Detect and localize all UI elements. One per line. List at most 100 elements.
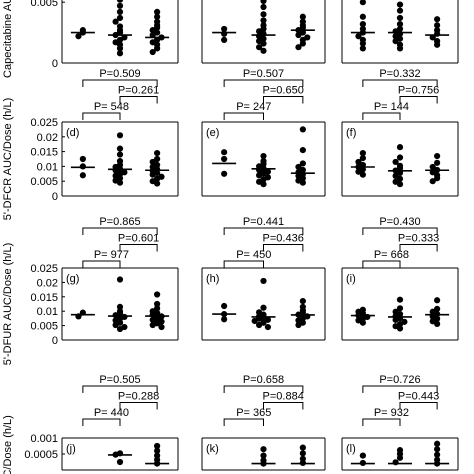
data-point (392, 316, 399, 323)
comparison-bracket (119, 402, 158, 410)
p-value-label: P=0.332 (379, 68, 420, 80)
data-point (116, 45, 124, 52)
comparison-bracket (362, 385, 438, 393)
data-point (355, 33, 362, 40)
y-tick-label: 0.005 (30, 176, 58, 188)
data-point (359, 45, 366, 52)
data-point (79, 163, 86, 170)
comparison-bracket (399, 244, 438, 252)
data-point (396, 454, 404, 461)
data-point (112, 321, 119, 329)
data-point (434, 305, 441, 312)
data-point (392, 38, 399, 45)
p-value-label: P= 450 (236, 249, 271, 261)
comparison-bracket (263, 402, 304, 410)
panel-label: (l) (346, 443, 356, 455)
data-point (396, 296, 404, 303)
comparison-bracket (82, 227, 158, 235)
data-point (116, 151, 124, 158)
y-tick-label: 0 (52, 335, 58, 347)
data-point (79, 27, 86, 34)
comparison-bracket (223, 112, 264, 120)
panel-r0c2 (341, 0, 459, 64)
data-point (116, 132, 124, 139)
comparison-bracket (82, 79, 158, 87)
data-point (260, 277, 267, 285)
y-tick-label: 0.005 (30, 321, 58, 333)
data-point (396, 154, 404, 161)
data-point (260, 452, 267, 459)
p-value-label: P= 932 (374, 407, 409, 419)
panel-d: 0.025 0.02 0.015 0.01 0.005 0 5'-DFCR AUC/Dose… (2, 68, 179, 221)
data-point (154, 8, 161, 15)
data-point (260, 304, 267, 311)
p-value-label: P=0.650 (263, 85, 304, 97)
data-point (251, 317, 258, 325)
data-point (154, 45, 161, 52)
p-value-label: P=0.441 (243, 216, 284, 228)
p-value-label: P=0.288 (118, 391, 159, 403)
data-point (221, 36, 228, 43)
y-tick-label: 0.005 (30, 0, 58, 9)
panel-e: (e) P=0.507 P=0.650 P= 247 (201, 68, 326, 197)
data-point (299, 160, 306, 167)
data-point (299, 40, 306, 47)
comparison-bracket (399, 96, 438, 104)
data-point (396, 305, 404, 312)
p-value-label: P=0.430 (379, 216, 420, 228)
comparison-bracket (119, 96, 158, 104)
data-point (116, 50, 124, 57)
data-point (434, 41, 441, 48)
p-value-label: P=0.333 (398, 233, 439, 245)
data-point (154, 300, 161, 308)
p-value-label: P=0.658 (243, 374, 284, 386)
comparison-bracket (399, 402, 438, 410)
data-point (434, 22, 441, 29)
data-point (392, 459, 399, 466)
panel-label: (e) (206, 127, 219, 139)
data-point (434, 440, 441, 447)
p-value-label: P= 977 (94, 249, 129, 261)
data-point (295, 44, 302, 51)
data-point (116, 145, 124, 152)
data-point (256, 172, 263, 179)
p-value-label: P= 440 (94, 407, 129, 419)
data-point (158, 323, 165, 331)
data-point (396, 7, 404, 14)
data-point (295, 321, 302, 329)
comparison-bracket (223, 227, 304, 235)
data-point (359, 155, 366, 162)
panel-g: 0.025 0.02 0.015 0.01 0.005 0 5'-DFUR AUC/Dose… (2, 216, 179, 365)
panel-label: (i) (346, 273, 356, 285)
data-point (299, 179, 306, 186)
y-tick-label: 0.025 (30, 117, 58, 129)
panel-label: (k) (206, 443, 219, 455)
data-point (154, 149, 161, 157)
data-point (116, 2, 124, 9)
data-point (149, 31, 156, 39)
p-value-label: P= 668 (374, 249, 409, 261)
data-point (154, 155, 161, 163)
data-point (260, 47, 267, 54)
data-point (359, 13, 366, 20)
p-value-label: P=0.726 (379, 374, 420, 386)
data-point (112, 18, 119, 25)
data-point (434, 446, 441, 453)
comparison-bracket (362, 79, 438, 87)
data-point (434, 16, 441, 23)
data-point (260, 17, 267, 24)
p-value-label: P= 365 (236, 407, 271, 419)
p-value-label: P=0.436 (263, 233, 304, 245)
data-point (392, 172, 399, 179)
data-point (260, 3, 267, 11)
data-point (434, 451, 441, 458)
data-point (396, 20, 404, 28)
data-point (116, 303, 124, 310)
y-tick-label: 0.015 (30, 292, 58, 304)
data-point (396, 45, 404, 52)
data-point (396, 181, 404, 188)
data-point (260, 0, 267, 5)
p-value-label: P=0.865 (99, 216, 140, 228)
data-point (154, 305, 161, 312)
y-axis-title: 5'-DFCR AUC/Dose (h/L) (2, 98, 14, 221)
